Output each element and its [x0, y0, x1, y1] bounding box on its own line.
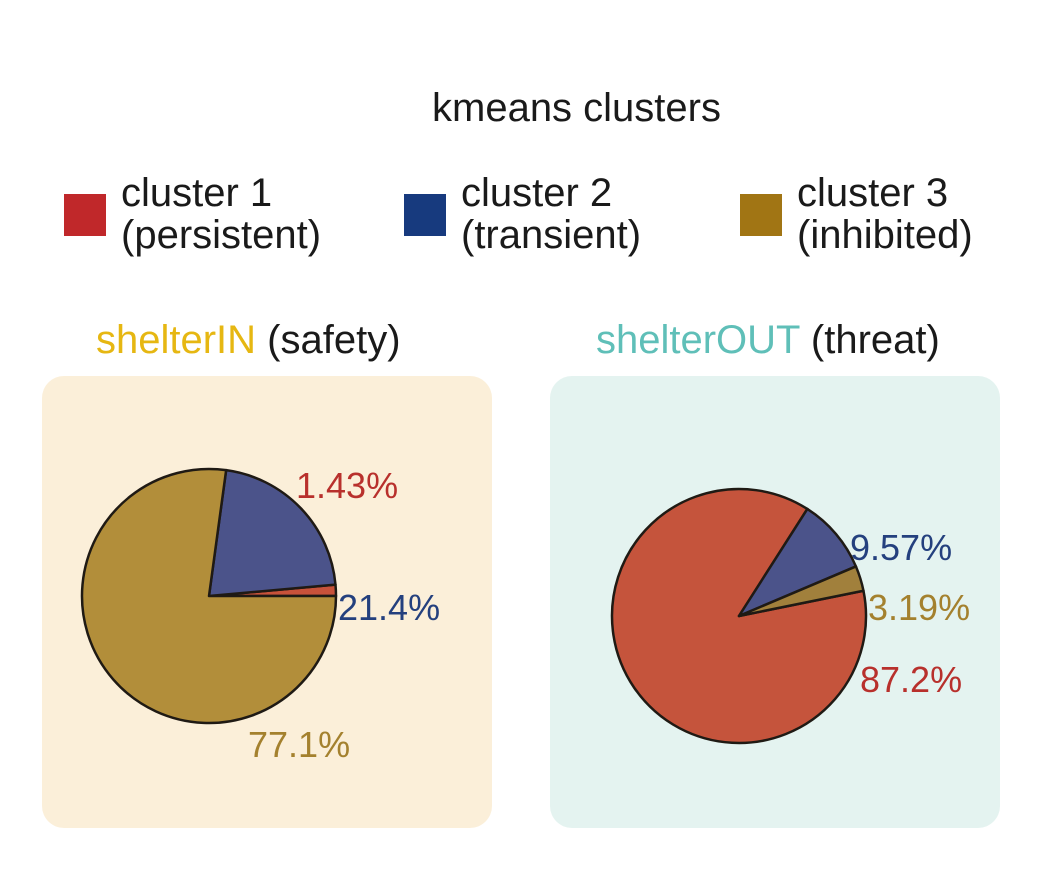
legend-label-cluster-2: cluster 2 (transient) — [461, 172, 641, 256]
legend-label-line1: cluster 1 — [121, 171, 273, 215]
slice-label-cluster-3: 77.1% — [248, 724, 350, 765]
slice-label-cluster-2: 21.4% — [338, 587, 440, 628]
legend-swatch-cluster-1 — [64, 194, 106, 236]
slice-label-cluster-3: 3.19% — [868, 587, 970, 628]
legend-label-line2: (persistent) — [121, 213, 322, 257]
legend-label-cluster-1: cluster 1 (persistent) — [121, 172, 321, 256]
legend-label-line2: (transient) — [461, 213, 642, 257]
pie-slice-cluster-3 — [80, 467, 338, 725]
pie-slice-cluster-2 — [207, 468, 337, 598]
panel-title-highlight: shelterOUT — [596, 318, 800, 362]
legend-label-line2: (inhibited) — [797, 213, 973, 257]
legend-label-cluster-3: cluster 3 (inhibited) — [797, 172, 973, 256]
pie-slice-cluster-3 — [737, 565, 865, 618]
panel-title-shelter-out: shelterOUT (threat) — [596, 318, 940, 363]
pie-slice-cluster-2 — [737, 507, 858, 618]
pie-slice-cluster-1 — [610, 487, 868, 745]
panel-title-rest: (safety) — [256, 318, 401, 362]
legend-title: kmeans clusters — [432, 86, 721, 130]
pie-chart-shelter-out: 87.2% 9.57% 3.19% — [610, 487, 970, 745]
slice-label-cluster-1: 87.2% — [860, 659, 962, 700]
legend-swatch-cluster-2 — [404, 194, 446, 236]
panel-title-shelter-in: shelterIN (safety) — [96, 318, 401, 363]
panel-title-rest: (threat) — [799, 318, 940, 362]
pie-chart-shelter-in: 1.43% 21.4% 77.1% — [80, 465, 440, 765]
slice-label-cluster-2: 9.57% — [850, 527, 952, 568]
legend-label-line1: cluster 3 — [797, 171, 949, 215]
panel-title-highlight: shelterIN — [96, 318, 257, 362]
slice-label-cluster-1: 1.43% — [296, 465, 398, 506]
legend-label-line1: cluster 2 — [461, 171, 613, 215]
legend-swatch-cluster-3 — [740, 194, 782, 236]
